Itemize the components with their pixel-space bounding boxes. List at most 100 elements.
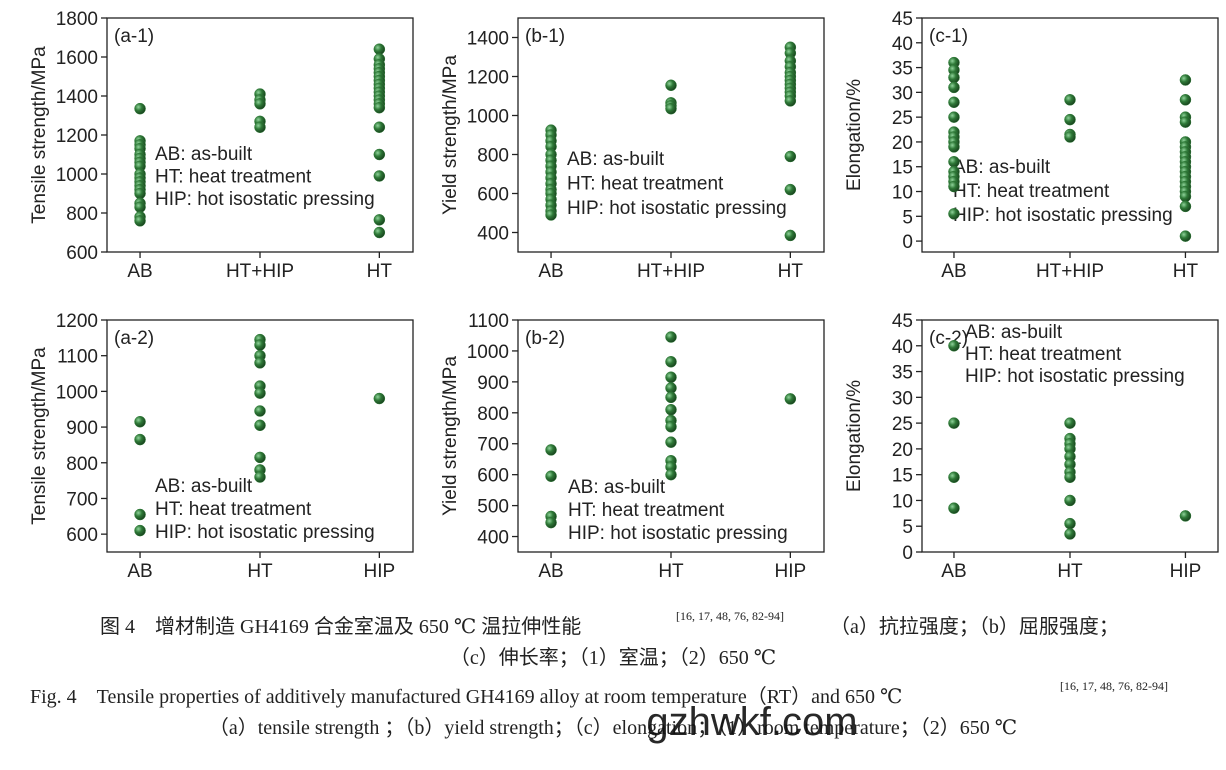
data-point (134, 187, 146, 200)
data-point (1064, 113, 1076, 126)
data-point (1064, 471, 1076, 483)
y-axis-label: Tensile strength/MPa (29, 46, 50, 224)
legend-note: HT: heat treatment (965, 344, 1122, 365)
data-point (254, 405, 266, 417)
legend-note: HIP: hot isostatic pressing (953, 205, 1173, 226)
data-point (373, 121, 386, 133)
legend-note: HT: heat treatment (155, 499, 312, 520)
data-point (1064, 517, 1076, 530)
data-point (254, 387, 266, 399)
y-tick-label: 600 (477, 185, 509, 206)
legend-note: AB: as-built (953, 157, 1051, 178)
data-point (948, 71, 960, 84)
y-tick-label: 5 (902, 207, 913, 228)
y-tick-label: 45 (892, 311, 913, 332)
x-tick-label: HT (778, 261, 804, 282)
data-point (134, 508, 146, 521)
data-point (665, 331, 677, 343)
y-tick-label: 15 (892, 158, 913, 179)
x-tick-label: AB (538, 261, 563, 282)
data-point (1179, 200, 1192, 213)
y-tick-label: 45 (892, 9, 913, 30)
y-tick-label: 0 (902, 543, 913, 564)
x-tick-label: HT (658, 561, 684, 582)
data-point (665, 420, 677, 433)
y-tick-label: 5 (902, 517, 913, 538)
caption-zh-1-end: （a）抗拉强度；（b）屈服强度； (830, 615, 1119, 638)
y-tick-label: 20 (892, 133, 913, 154)
y-axis-label: Yield strength/MPa (440, 55, 461, 215)
data-point (1179, 230, 1192, 242)
x-tick-label: HT (247, 561, 273, 582)
caption-en-2: （a）tensile strength ；（b）yield strength；（… (209, 716, 1017, 739)
y-tick-label: 800 (66, 454, 98, 475)
y-tick-label: 10 (892, 491, 913, 512)
legend-note: HIP: hot isostatic pressing (568, 523, 788, 544)
y-tick-label: 1600 (56, 48, 98, 69)
y-tick-label: 15 (892, 466, 913, 487)
y-tick-label: 1000 (467, 342, 509, 363)
caption-zh-1: 图 4 增材制造 GH4169 合金室温及 650 ℃ 温拉伸性能 (100, 615, 581, 638)
legend-note: HT: heat treatment (155, 167, 312, 188)
data-point (134, 201, 146, 213)
y-tick-label: 1200 (467, 68, 509, 89)
y-tick-label: 1100 (468, 311, 509, 332)
data-point (134, 433, 146, 446)
panel-label: (b-2) (525, 328, 565, 349)
y-tick-label: 20 (892, 440, 913, 461)
data-point (545, 444, 557, 456)
y-axis-label: Yield strength/MPa (440, 356, 461, 516)
x-tick-label: HT (1057, 561, 1083, 582)
y-tick-label: 600 (66, 243, 98, 264)
y-tick-label: 25 (892, 108, 913, 129)
y-tick-label: 1400 (467, 29, 509, 50)
x-tick-label: HT+HIP (226, 261, 294, 282)
watermark: gzhwkf.com (646, 700, 857, 744)
data-point (948, 502, 960, 514)
panel-label: (a-2) (114, 328, 154, 349)
panel: 400 500 600 700 800 900 1000 1100 Yield strength… (440, 311, 825, 582)
y-tick-label: 30 (892, 388, 913, 409)
data-point (784, 393, 797, 405)
y-tick-label: 800 (477, 404, 509, 425)
y-tick-label: 800 (66, 204, 98, 225)
panel: 400 600 800 1000 1200 1400 Yield strength/MPa (… (440, 17, 825, 282)
data-point (545, 209, 557, 221)
caption-en-refs: [16, 17, 48, 76, 82-94] (1060, 679, 1168, 693)
data-point (665, 436, 677, 448)
data-point (1179, 74, 1192, 86)
data-point (784, 95, 797, 107)
data-point (254, 121, 266, 133)
y-tick-label: 35 (892, 59, 913, 80)
x-tick-label: HIP (363, 561, 395, 582)
data-point (948, 156, 960, 168)
data-point (373, 101, 386, 114)
panel-label: (a-1) (114, 26, 154, 47)
y-tick-label: 30 (892, 83, 913, 104)
data-point (254, 451, 266, 464)
data-point (665, 356, 677, 368)
x-tick-label: AB (941, 261, 966, 282)
data-point (784, 150, 797, 163)
legend-note: AB: as-built (965, 322, 1063, 343)
panel: 600 700 800 900 1000 1100 1200 Tensile strength… (29, 311, 414, 582)
y-tick-label: 40 (892, 34, 913, 55)
data-point (373, 170, 386, 182)
x-tick-label: HT (367, 261, 393, 282)
data-point (665, 468, 677, 481)
panel-label: (b-1) (525, 26, 565, 47)
y-tick-label: 600 (477, 466, 509, 487)
y-tick-label: 1000 (467, 107, 509, 128)
y-tick-label: 1100 (57, 347, 98, 368)
data-point (948, 208, 960, 220)
legend-note: AB: as-built (568, 477, 666, 498)
data-point (254, 357, 266, 369)
legend-note: HT: heat treatment (953, 181, 1110, 202)
data-point (134, 102, 146, 115)
legend-note: AB: as-built (155, 476, 253, 497)
data-point (1179, 510, 1192, 522)
data-point (1064, 417, 1076, 429)
x-tick-label: HT (1173, 261, 1199, 282)
